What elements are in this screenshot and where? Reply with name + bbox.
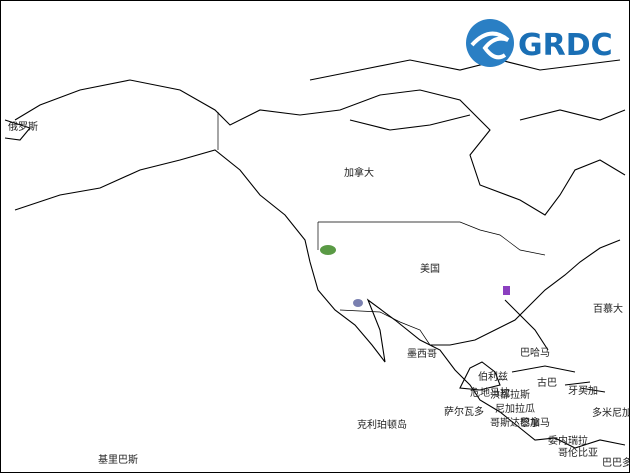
place-label: 俄罗斯: [8, 120, 38, 133]
place-label: 巴拿马: [520, 416, 550, 429]
logo-text: GRDC: [518, 28, 613, 63]
lake: [353, 299, 363, 307]
place-label: 墨西哥: [407, 348, 437, 360]
borders: [217, 112, 546, 346]
place-label: 多米尼加: [592, 406, 630, 419]
place-label: 哥伦比亚: [558, 446, 598, 459]
place-label: 美国: [420, 262, 440, 275]
place-label: 加拿大: [344, 166, 374, 179]
lakes: [320, 245, 510, 307]
place-label: 伯利兹: [478, 370, 508, 383]
place-label: 委内瑞拉: [548, 434, 588, 447]
place-label: 古巴: [537, 376, 557, 389]
place-label: 百慕大: [593, 302, 623, 315]
place-label: 尼加拉瓜: [495, 402, 535, 415]
place-label: 哥斯达黎加: [490, 416, 540, 429]
place-label: 克利珀顿岛: [357, 418, 407, 431]
place-label: 萨尔瓦多: [444, 405, 484, 418]
coastlines: [4, 59, 626, 449]
place-label: 巴巴多斯: [602, 456, 630, 469]
place-label: 基里巴斯: [98, 453, 138, 466]
logo: GRDC: [466, 19, 613, 67]
place-label: 危地马拉: [470, 386, 510, 399]
lake: [320, 245, 336, 255]
place-label: 巴哈马: [520, 346, 550, 359]
place-label: 牙买加: [568, 385, 598, 397]
lake: [503, 286, 510, 295]
place-label: 洪都拉斯: [490, 388, 530, 401]
